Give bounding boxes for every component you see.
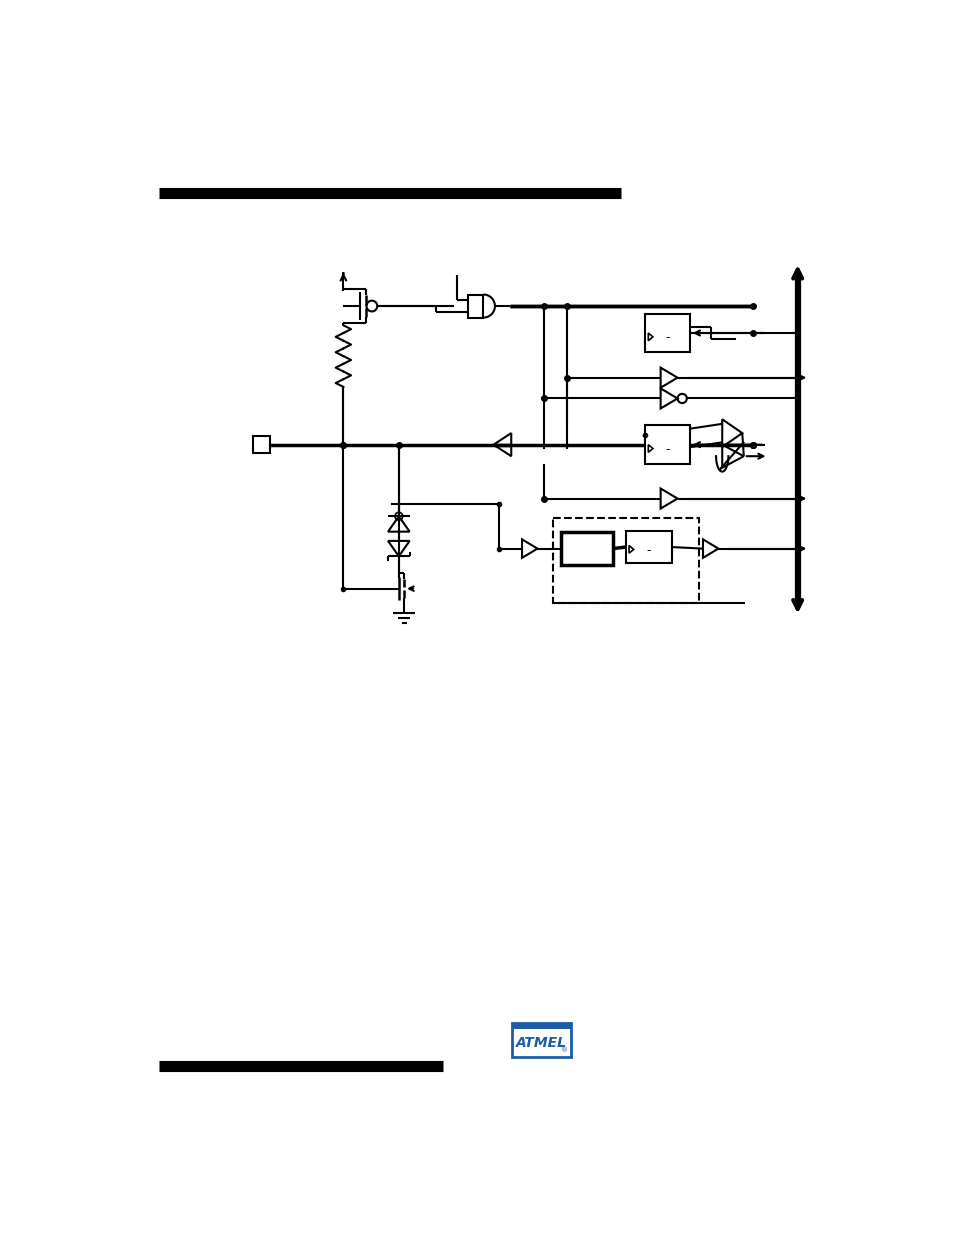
Bar: [512, 1023, 570, 1057]
Text: -: -: [664, 331, 669, 345]
Bar: [253, 436, 270, 453]
Text: -: -: [646, 543, 651, 557]
Bar: [625, 531, 672, 563]
Bar: [644, 314, 689, 352]
Bar: [552, 517, 699, 603]
Bar: [560, 532, 612, 564]
Bar: [644, 425, 689, 464]
Text: ®: ®: [560, 1047, 567, 1053]
Bar: [512, 1023, 570, 1029]
Bar: [468, 294, 483, 317]
Text: ATMEL: ATMEL: [516, 1036, 566, 1050]
Text: -: -: [664, 443, 669, 456]
